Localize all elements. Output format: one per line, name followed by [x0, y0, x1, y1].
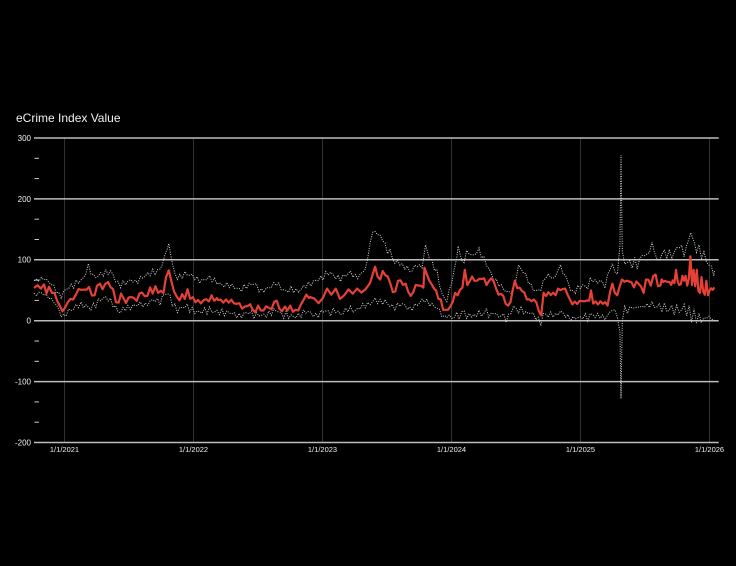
svg-text:1/1/2022: 1/1/2022	[179, 445, 208, 454]
svg-text:200: 200	[18, 195, 32, 204]
svg-text:1/1/2023: 1/1/2023	[308, 445, 337, 454]
svg-text:100: 100	[18, 256, 32, 265]
svg-text:1/1/2026: 1/1/2026	[695, 445, 724, 454]
svg-text:1/1/2025: 1/1/2025	[566, 445, 595, 454]
svg-text:eCrime Index Value: eCrime Index Value	[16, 111, 121, 125]
svg-text:1/1/2024: 1/1/2024	[437, 445, 466, 454]
svg-text:-200: -200	[15, 438, 32, 447]
svg-text:0: 0	[27, 317, 32, 326]
svg-text:1/1/2021: 1/1/2021	[50, 445, 79, 454]
svg-text:300: 300	[18, 134, 32, 143]
svg-text:-100: -100	[15, 378, 32, 387]
